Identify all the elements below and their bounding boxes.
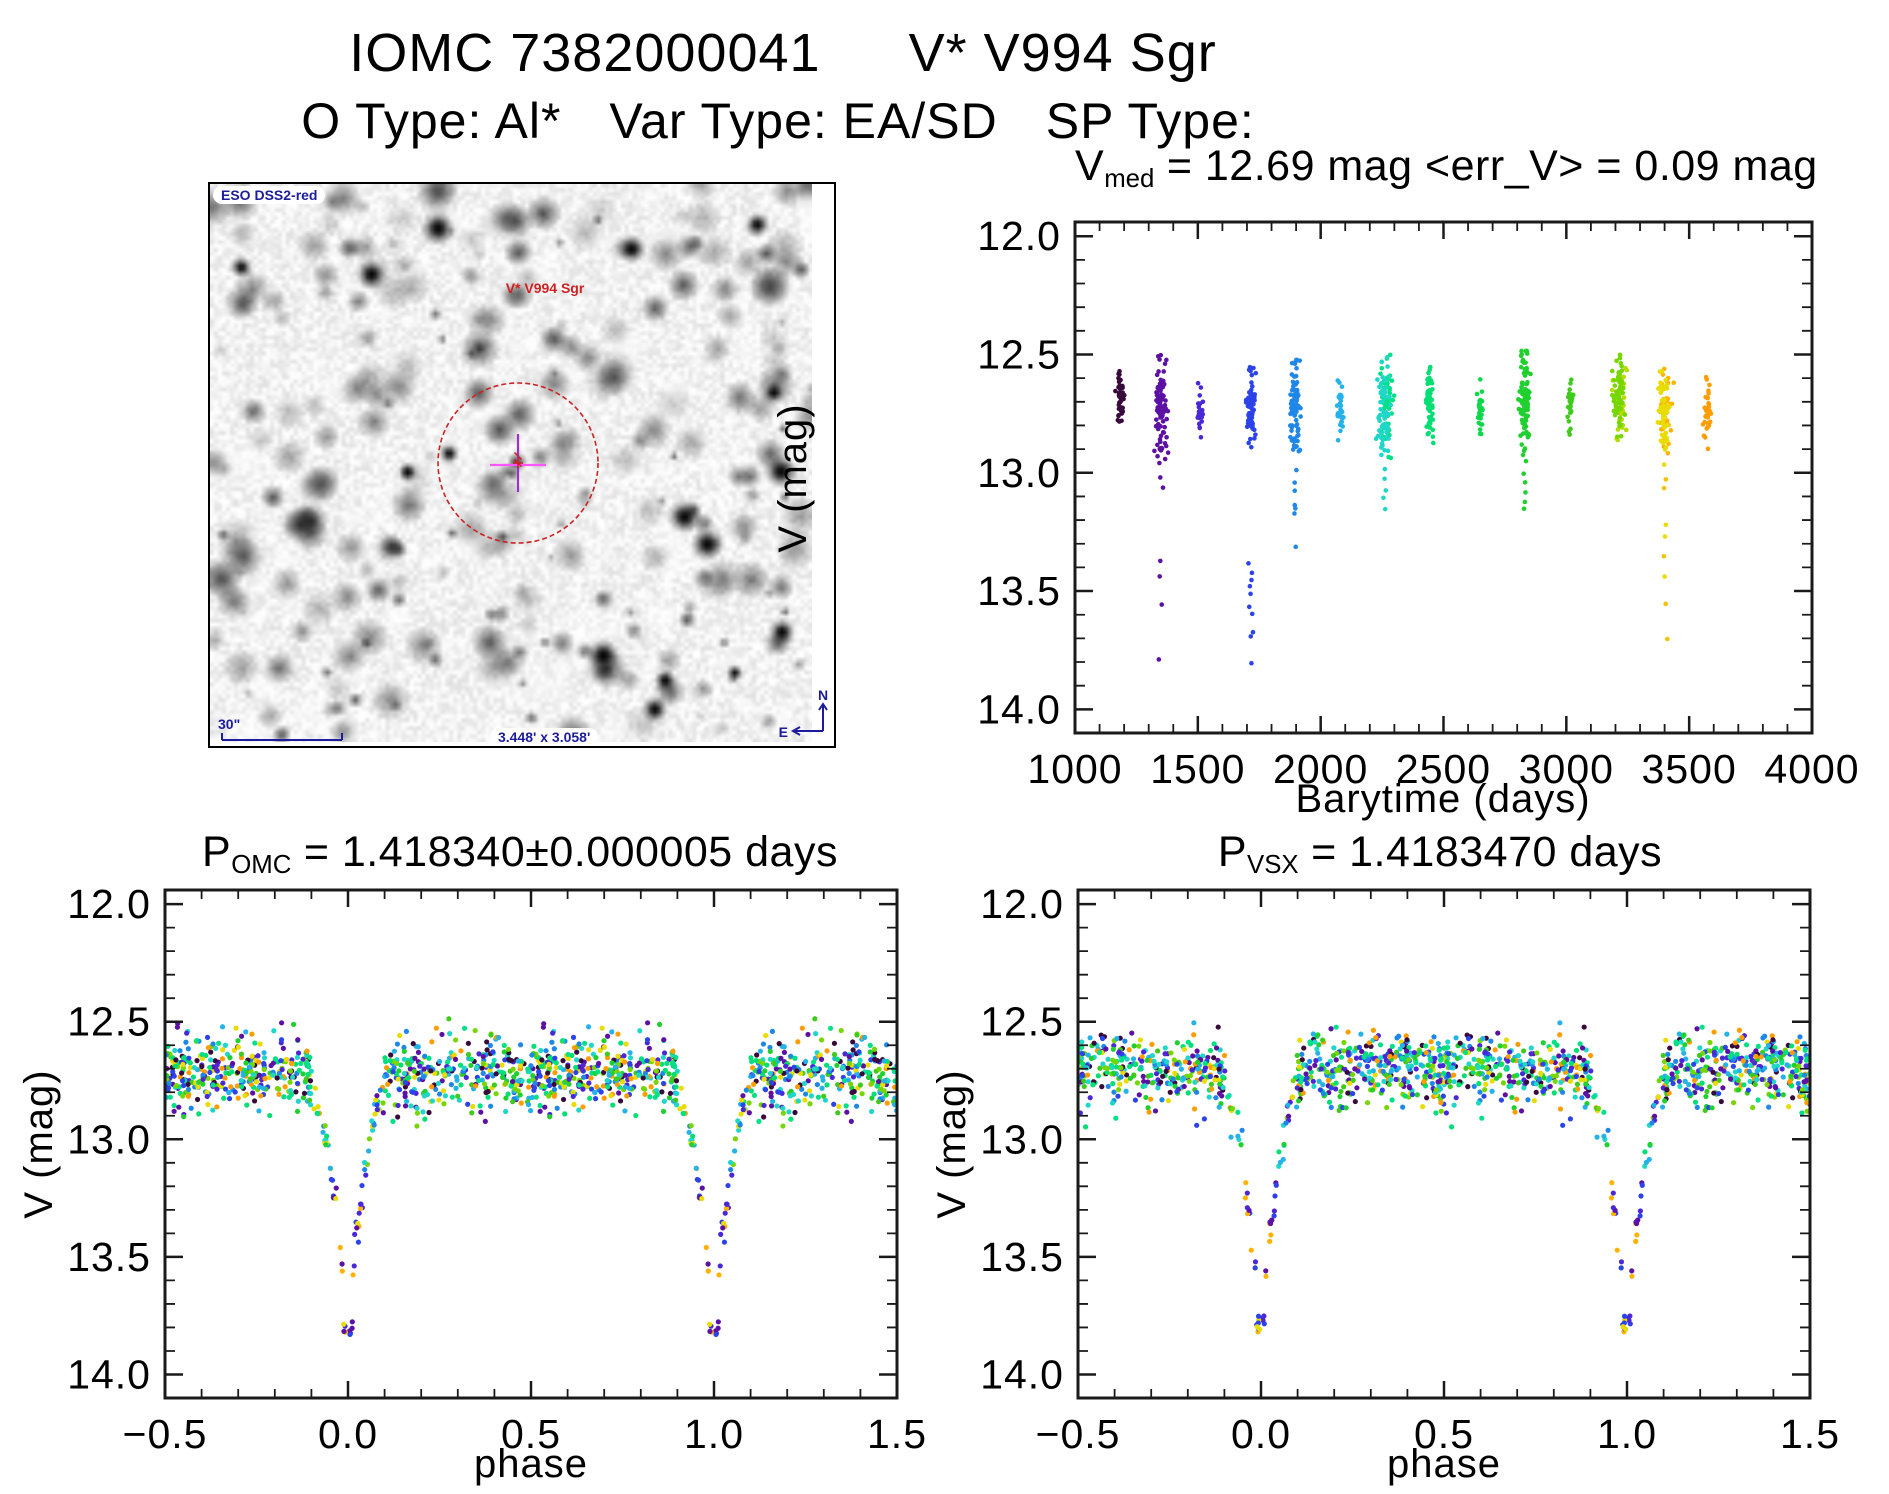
y-tick-label: 13.0	[980, 1116, 1064, 1162]
phase-omc-title-prefix: P	[202, 828, 232, 876]
x-tick-label: 2500	[1396, 746, 1491, 792]
x-tick-label: 1.5	[1780, 1411, 1840, 1457]
title-source-id: IOMC 7382000041	[349, 23, 821, 83]
time-series-labels: 12.0 12.5 13.0 13.5 14.0 1000 1500 2000 2500 3000…	[771, 213, 1859, 821]
compass-north-label: N	[818, 687, 828, 703]
y-tick-label: 13.0	[67, 1116, 151, 1162]
target-star-marker	[513, 451, 523, 468]
y-tick-label: 12.0	[67, 881, 151, 927]
time-series-points	[1113, 348, 1714, 666]
x-tick-label: 3500	[1642, 746, 1737, 792]
timeseries-title: Vmed = 12.69 mag <err_V> = 0.09 mag	[1075, 142, 1818, 194]
sp-type-label: SP Type:	[1045, 93, 1255, 149]
y-axis-label: V (mag)	[930, 1069, 974, 1218]
y-tick-label: 12.5	[977, 331, 1061, 377]
x-axis-label: phase	[1387, 1442, 1501, 1486]
x-tick-label: 1000	[1027, 746, 1122, 792]
x-tick-label: 1500	[1150, 746, 1245, 792]
scale-bar	[221, 733, 343, 741]
phase-omc-title-sub: OMC	[231, 851, 292, 880]
target-circle	[437, 382, 599, 544]
x-tick-label: 0.0	[318, 1411, 378, 1457]
x-tick-label: 2000	[1273, 746, 1368, 792]
phase-vsx-title-sub: VSX	[1247, 851, 1299, 880]
y-axis-label: V (mag)	[771, 403, 815, 552]
x-tick-label: 3000	[1519, 746, 1614, 792]
page-title: IOMC 7382000041 V* V994 Sgr	[0, 22, 1566, 84]
y-tick-label: 12.0	[977, 213, 1061, 259]
y-tick-label: 13.5	[980, 1234, 1064, 1280]
timeseries-title-prefix: V	[1075, 142, 1105, 190]
phase-vsx-axes	[1076, 888, 1812, 1400]
finder-overlay: NE	[221, 382, 828, 741]
phase-omc-labels: 12.0 12.5 13.0 13.5 14.0 −0.5 0.0 0.5 1.0 1.5 phas…	[17, 881, 927, 1486]
y-axis-label: V (mag)	[17, 1069, 61, 1218]
phase-vsx-title-prefix: P	[1217, 828, 1247, 876]
y-tick-label: 14.0	[980, 1351, 1064, 1397]
survey-label: ESO DSS2-red	[213, 186, 326, 204]
y-tick-label: 13.5	[977, 568, 1061, 614]
timeseries-title-rest: = 12.69 mag <err_V> = 0.09 mag	[1154, 142, 1818, 190]
x-tick-label: 0.5	[1414, 1411, 1474, 1457]
time-series-axes	[1073, 220, 1814, 735]
x-tick-label: 1.5	[867, 1411, 927, 1457]
x-tick-label: 1.0	[684, 1411, 744, 1457]
compass-icon	[790, 702, 828, 736]
x-tick-label: 4000	[1764, 746, 1859, 792]
sky-image	[210, 184, 812, 742]
compass-east-label: E	[779, 724, 788, 740]
timeseries-title-sub: med	[1104, 165, 1155, 194]
var-type-label: Var Type: EA/SD	[609, 93, 998, 149]
x-axis-label: phase	[474, 1442, 588, 1486]
page-subtitle: O Type: Al* Var Type: EA/SD SP Type:	[0, 92, 1556, 150]
y-tick-label: 12.0	[980, 881, 1064, 927]
y-tick-label: 13.5	[67, 1234, 151, 1280]
x-tick-label: −0.5	[123, 1411, 208, 1457]
x-tick-label: 0.0	[1231, 1411, 1291, 1457]
y-tick-label: 12.5	[67, 999, 151, 1045]
target-label: V* V994 Sgr	[505, 280, 585, 296]
phase-vsx-title: PVSX = 1.4183470 days	[1060, 828, 1820, 880]
phase-omc-title: POMC = 1.418340±0.000005 days	[140, 828, 900, 880]
y-tick-label: 14.0	[977, 686, 1061, 732]
phase-vsx-title-rest: = 1.4183470 days	[1298, 828, 1663, 876]
x-tick-label: 1.0	[1597, 1411, 1657, 1457]
object-type-label: O Type: Al*	[301, 93, 562, 149]
phase-omc-title-rest: = 1.418340±0.000005 days	[291, 828, 838, 876]
y-tick-label: 12.5	[980, 999, 1064, 1045]
y-tick-label: 14.0	[67, 1351, 151, 1397]
phase-omc-points	[165, 1016, 897, 1338]
x-tick-label: −0.5	[1036, 1411, 1121, 1457]
scalebar-label: 30"	[218, 716, 241, 732]
y-tick-label: 13.0	[977, 450, 1061, 496]
title-star-name: V* V994 Sgr	[908, 23, 1217, 83]
phase-vsx-points	[1078, 1020, 1810, 1335]
x-tick-label: 0.5	[501, 1411, 561, 1457]
phase-omc-axes	[163, 888, 899, 1400]
phase-vsx-labels: 12.0 12.5 13.0 13.5 14.0 −0.5 0.0 0.5 1.0 1.5 phas…	[930, 881, 1840, 1486]
fov-label: 3.448' x 3.058'	[490, 728, 599, 746]
x-axis-label: Barytime (days)	[1295, 777, 1590, 821]
